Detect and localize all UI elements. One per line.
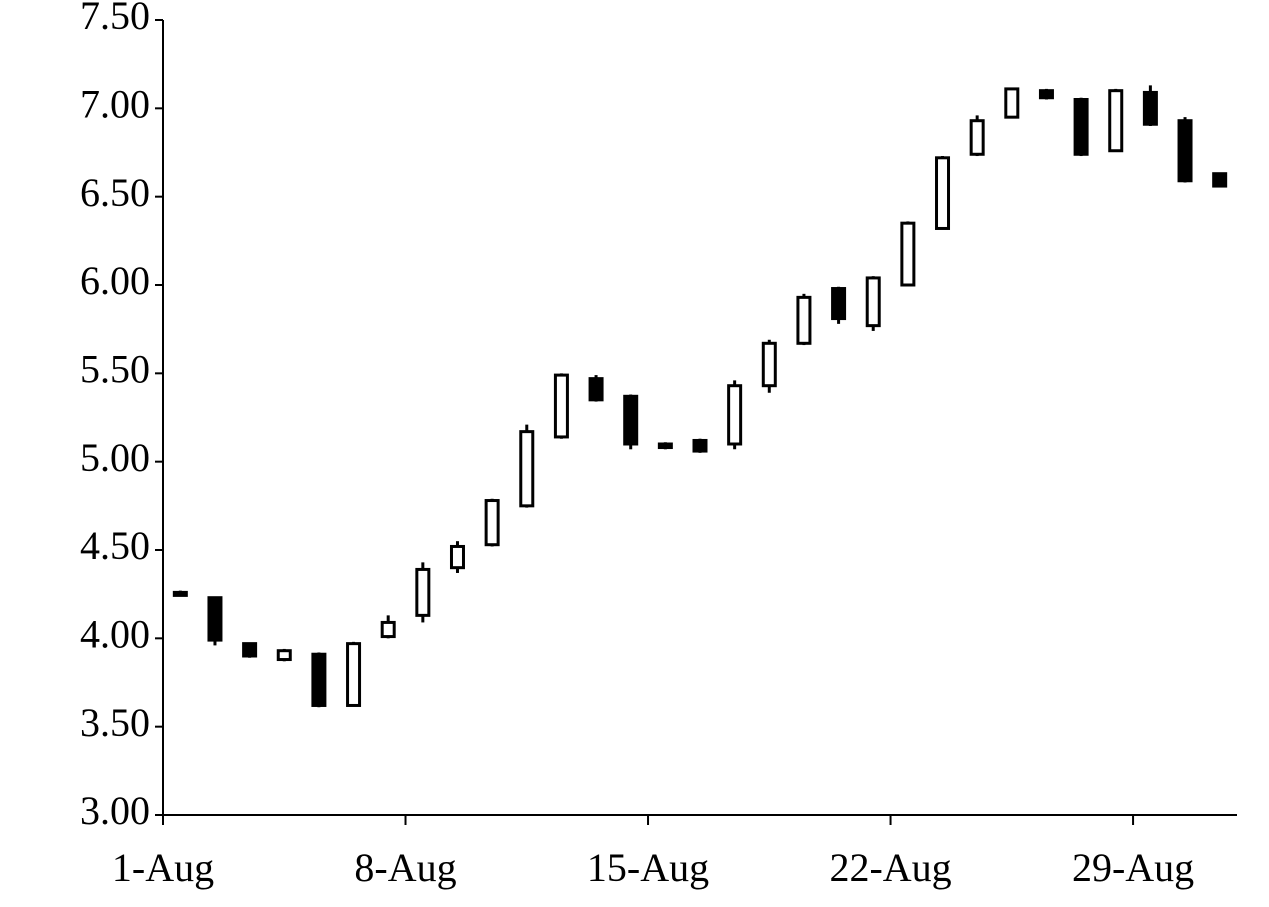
- candle-body: [900, 221, 916, 287]
- x-tick-label: 1-Aug: [112, 845, 214, 890]
- y-tick-label: 3.00: [80, 788, 150, 833]
- candle-body: [346, 642, 362, 707]
- candle-body: [623, 394, 639, 446]
- candle-body: [449, 544, 465, 570]
- candle-body: [969, 119, 985, 156]
- candle-body: [692, 438, 708, 453]
- y-tick-label: 5.00: [80, 435, 150, 480]
- y-tick-label: 3.50: [80, 700, 150, 745]
- candle-body: [484, 499, 500, 547]
- candle-body: [1108, 89, 1124, 153]
- candle-body: [761, 341, 777, 388]
- candle-body: [1038, 89, 1054, 100]
- candle-body: [519, 430, 535, 508]
- candle-body: [588, 377, 604, 402]
- candle-body: [242, 642, 258, 658]
- x-tick-label: 8-Aug: [354, 845, 456, 890]
- y-tick-label: 7.00: [80, 82, 150, 127]
- candle-body: [207, 596, 223, 642]
- y-tick-label: 4.50: [80, 523, 150, 568]
- y-tick-label: 6.00: [80, 258, 150, 303]
- y-tick-label: 7.50: [80, 0, 150, 38]
- candle-body: [1177, 119, 1193, 183]
- candle-body: [796, 295, 812, 345]
- candle-body: [935, 156, 951, 230]
- candle-body: [727, 384, 743, 446]
- candle-body: [311, 652, 327, 707]
- y-tick-label: 6.50: [80, 170, 150, 215]
- candle-body: [831, 287, 847, 321]
- candle-body: [553, 373, 569, 439]
- x-tick-label: 22-Aug: [829, 845, 951, 890]
- x-tick-label: 29-Aug: [1072, 845, 1194, 890]
- y-tick-label: 4.00: [80, 612, 150, 657]
- candle-body: [380, 620, 396, 639]
- candle-body: [415, 567, 431, 617]
- candle-body: [1142, 90, 1158, 126]
- candle-body: [657, 442, 673, 450]
- x-tick-label: 15-Aug: [587, 845, 709, 890]
- candle-body: [276, 649, 292, 662]
- candle-body: [865, 276, 881, 328]
- candle-body: [172, 590, 188, 597]
- y-tick-label: 5.50: [80, 347, 150, 392]
- candle-body: [1004, 87, 1020, 119]
- candle-body: [1073, 98, 1089, 156]
- candle-body: [1212, 172, 1228, 188]
